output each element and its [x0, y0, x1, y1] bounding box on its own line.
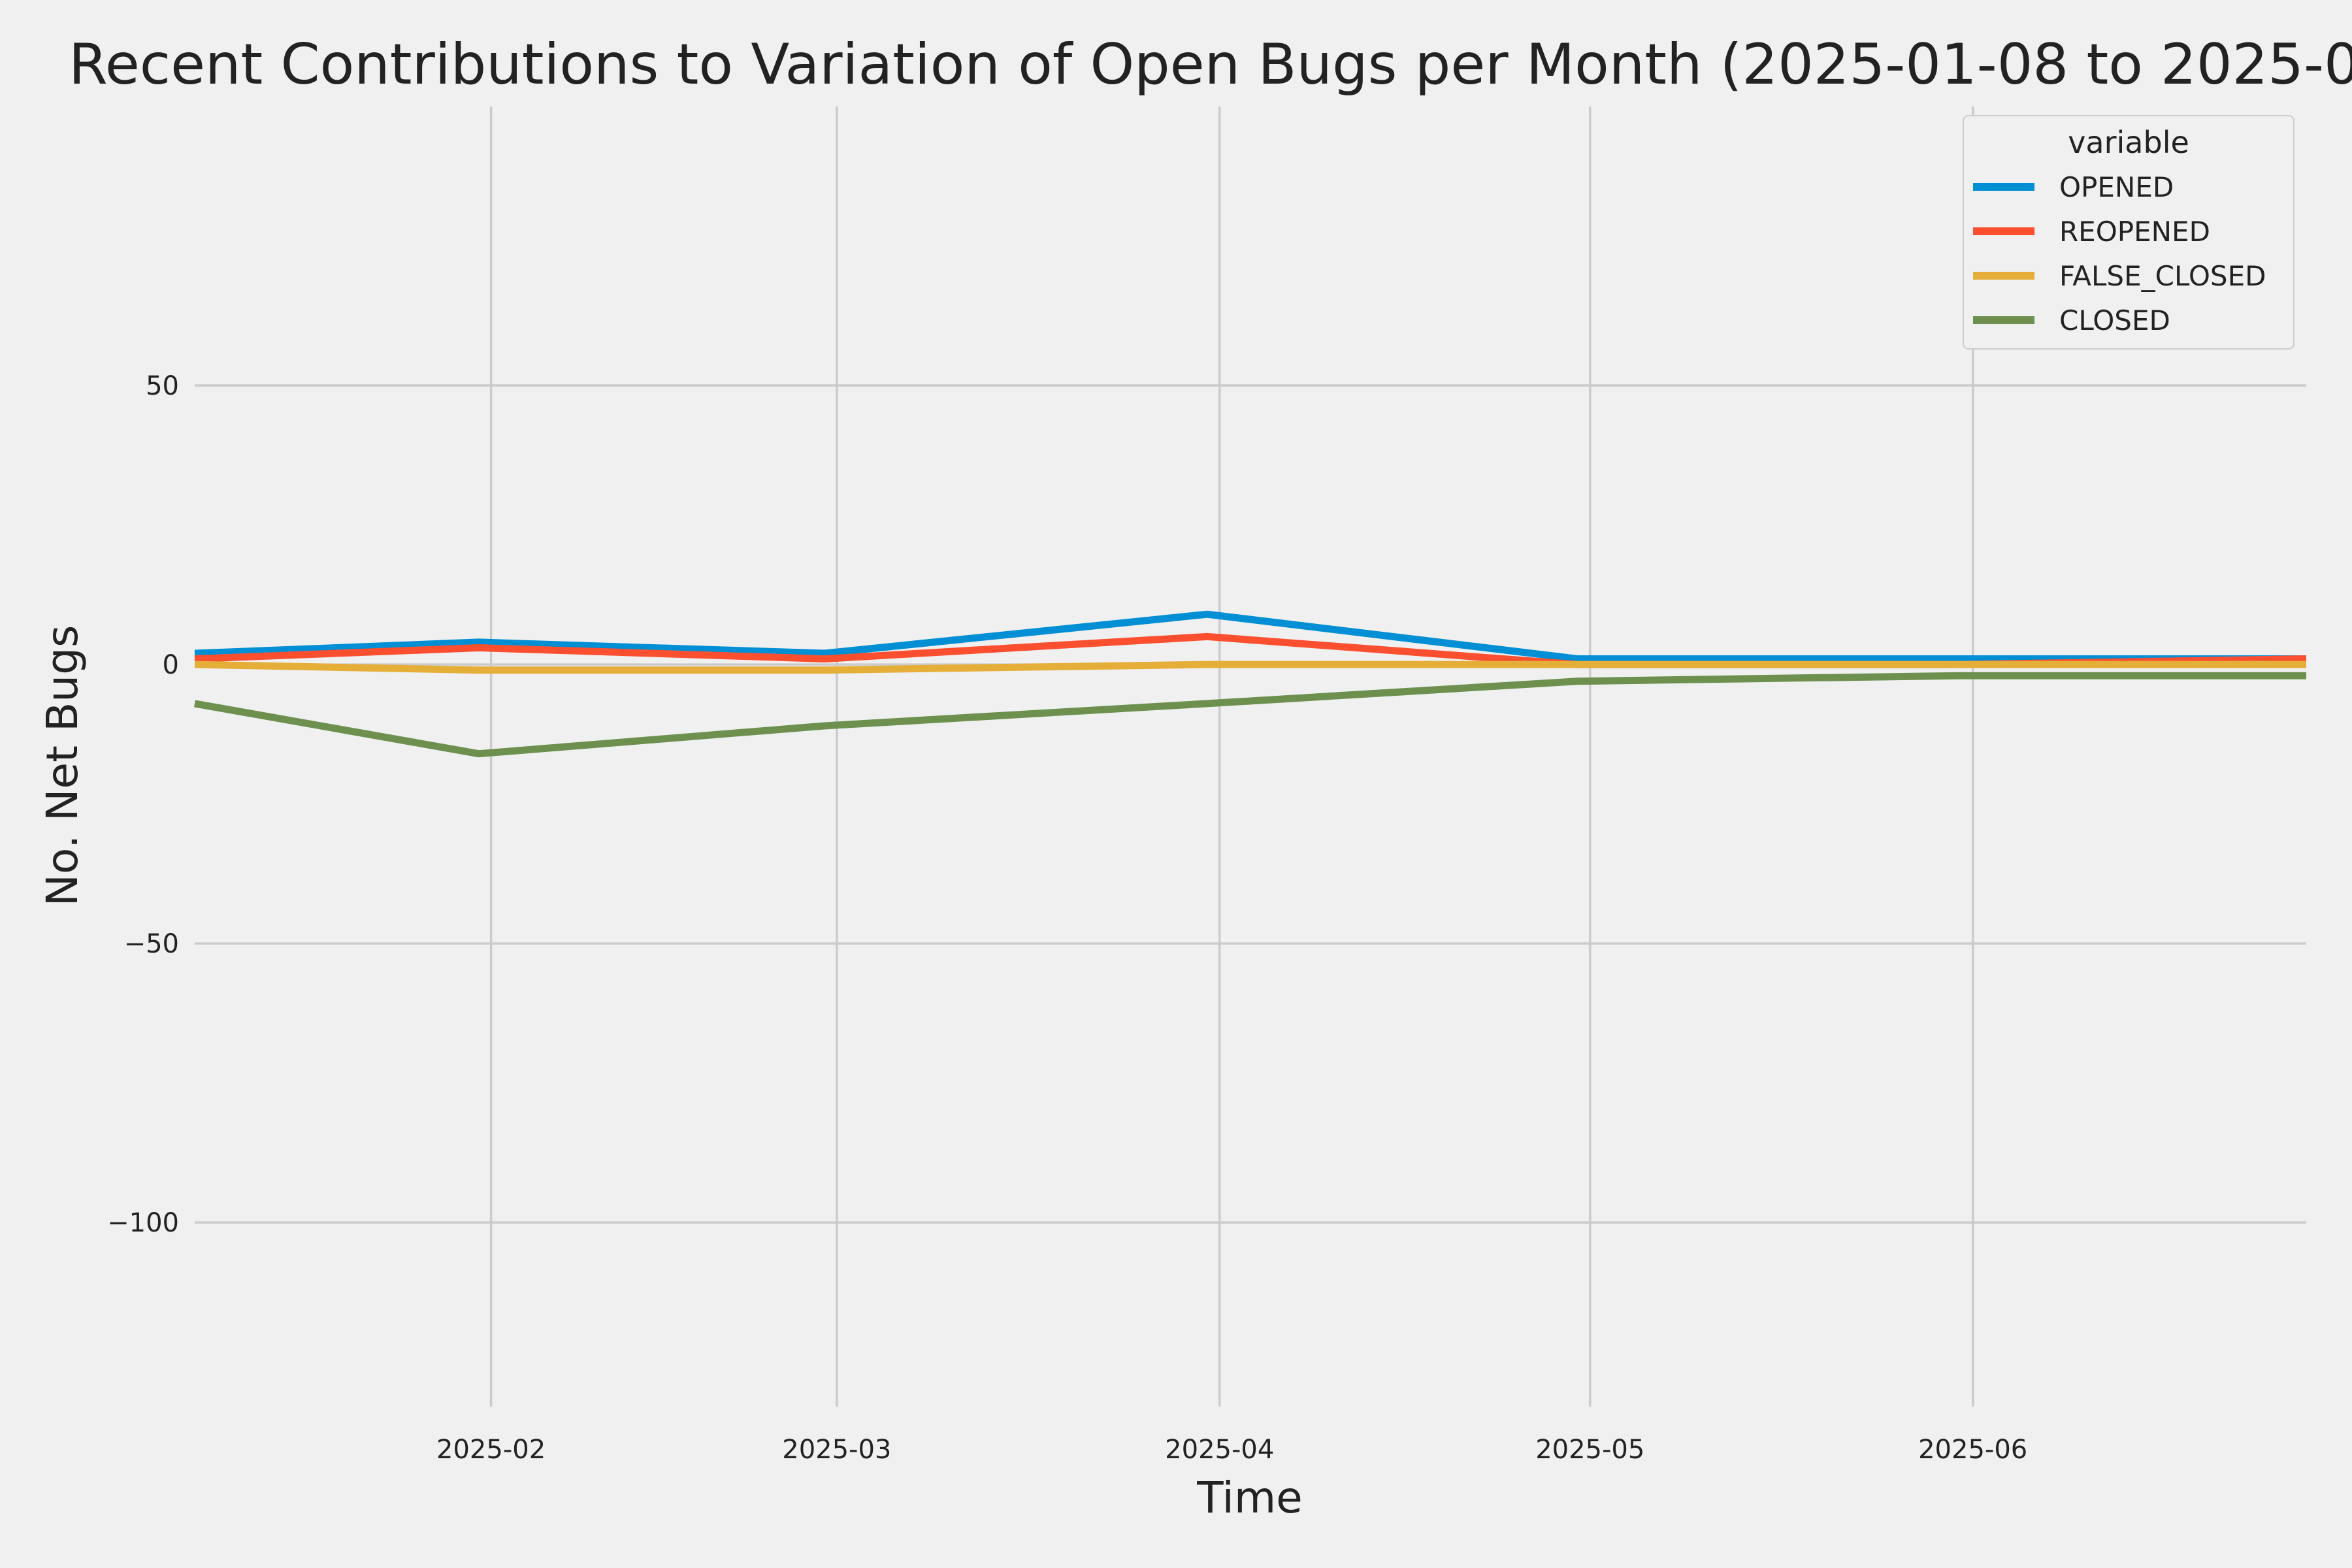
x-axis-label: Time	[1196, 1473, 1303, 1523]
y-axis-ticks: 50 0 −50 −100	[107, 371, 179, 1238]
series-lines	[194, 610, 2307, 758]
x-tick-label: 2025-03	[782, 1435, 891, 1465]
y-tick-label: 50	[146, 371, 179, 401]
series-line-false-closed	[194, 661, 2306, 674]
y-axis-label: No. Net Bugs	[37, 625, 88, 907]
legend-items: OPENED REOPENED FALSE_CLOSED CLOSED	[1973, 171, 2266, 336]
legend-label-opened: OPENED	[2059, 171, 2174, 203]
legend-label-reopened: REOPENED	[2059, 216, 2210, 248]
x-tick-label: 2025-02	[436, 1435, 546, 1465]
y-tick-label: −50	[124, 929, 179, 959]
legend-label-closed: CLOSED	[2059, 304, 2170, 336]
legend-box	[1963, 115, 2295, 350]
series-line-closed	[194, 672, 2306, 758]
series-line-opened	[194, 610, 2306, 662]
x-tick-label: 2025-04	[1165, 1435, 1274, 1465]
x-tick-label: 2025-05	[1535, 1435, 1644, 1465]
legend-title: variable	[2068, 125, 2189, 160]
x-tick-label: 2025-06	[1918, 1435, 2027, 1465]
y-tick-label: 0	[163, 650, 179, 680]
chart-title: Recent Contributions to Variation of Ope…	[69, 32, 2352, 97]
x-axis-ticks: 2025-02 2025-03 2025-04 2025-05 2025-06	[436, 1435, 2027, 1465]
legend-label-false-closed: FALSE_CLOSED	[2059, 260, 2266, 292]
legend: variable OPENED REOPENED FALSE_CLOSED CLOSE…	[1963, 115, 2295, 350]
y-tick-label: −100	[107, 1208, 179, 1238]
